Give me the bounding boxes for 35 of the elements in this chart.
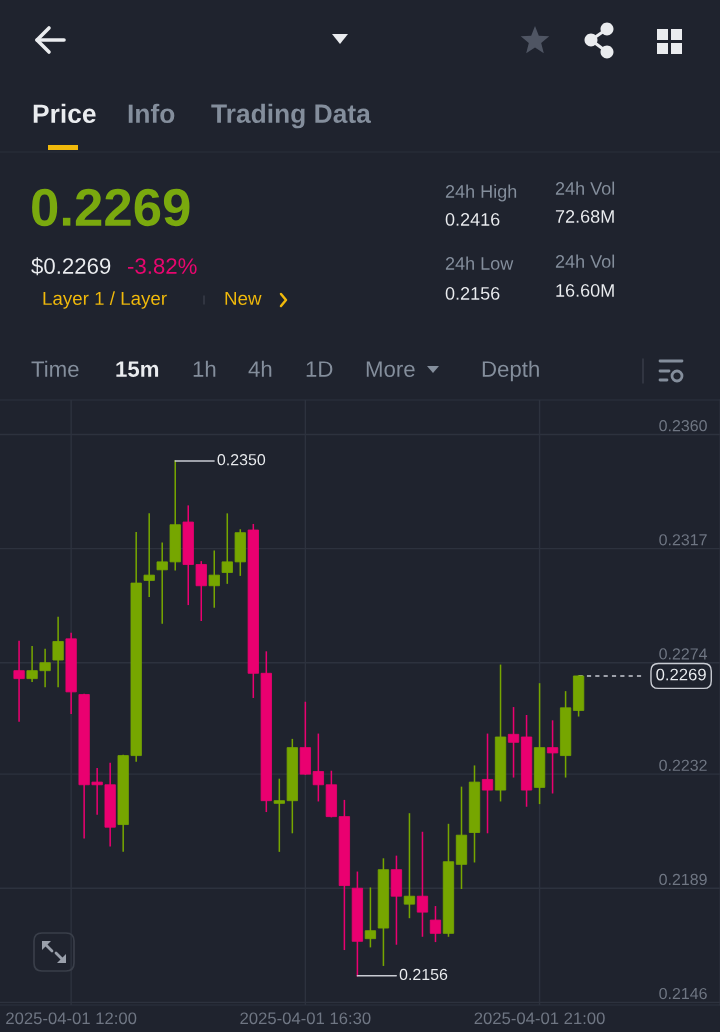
text: New bbox=[225, 291, 262, 306]
y-tick-label: 0.2274 bbox=[659, 648, 708, 660]
annotation: 0.2156 bbox=[399, 968, 448, 981]
text: 4h bbox=[248, 360, 272, 377]
ref-line-label: 0.2269 bbox=[656, 668, 706, 681]
x-tick-label: 2025-04-01 12:00 bbox=[6, 1012, 137, 1025]
y-tick-label: 0.2232 bbox=[659, 759, 707, 771]
text: 0.2416 bbox=[445, 213, 500, 226]
x-tick-label: 2025-04-01 21:00 bbox=[474, 1012, 605, 1025]
text: Time bbox=[31, 360, 79, 377]
text: Trading Data bbox=[211, 103, 371, 129]
y-tick-label: 0.2360 bbox=[659, 420, 707, 432]
text: 16.60M bbox=[556, 284, 614, 297]
annotation: 0.2350 bbox=[217, 454, 266, 466]
text: 72.68M bbox=[555, 210, 614, 223]
text: 1D bbox=[306, 361, 333, 377]
text: 24h Low bbox=[445, 256, 514, 270]
text: 0.2269 bbox=[32, 188, 190, 227]
text: 15m bbox=[116, 361, 159, 377]
y-tick-label: 0.2189 bbox=[659, 873, 707, 886]
text: 24h High bbox=[445, 184, 517, 202]
text: $0.2269 bbox=[31, 257, 111, 276]
text: 0.2156 bbox=[445, 287, 500, 300]
text: 24h Vol bbox=[555, 254, 615, 268]
text: More bbox=[366, 361, 415, 377]
text: Depth bbox=[482, 360, 539, 382]
text: 24h Vol bbox=[555, 181, 615, 195]
y-tick-label: 0.2317 bbox=[659, 534, 707, 546]
x-tick-label: 2025-04-01 16:30 bbox=[240, 1012, 371, 1025]
text: Layer 1 / Layer bbox=[43, 291, 167, 309]
text: Info bbox=[128, 103, 175, 124]
y-tick-label: 0.2146 bbox=[659, 987, 707, 1000]
text: 1h bbox=[193, 360, 216, 377]
text: Price bbox=[33, 103, 96, 124]
text: -3.82% bbox=[127, 258, 197, 274]
